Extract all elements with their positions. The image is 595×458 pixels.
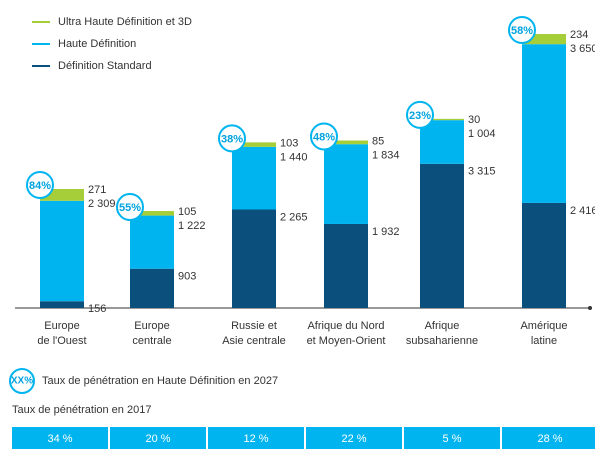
legend-key: XX% <box>11 376 33 387</box>
value-label: 2 265 <box>280 211 308 223</box>
bar-segment <box>232 142 276 147</box>
penetration-2017: 20 % <box>145 433 170 445</box>
penetration-2017: 28 % <box>537 433 562 445</box>
table-cell <box>208 427 304 449</box>
value-label: 1 222 <box>178 220 206 232</box>
penetration-2027: 84% <box>29 180 51 192</box>
x-tick-label: Afrique <box>425 320 460 332</box>
value-label: 1 440 <box>280 151 308 163</box>
value-label: 2 416 <box>570 205 595 217</box>
penetration-2027: 55% <box>119 202 141 214</box>
value-label: 3 315 <box>468 166 496 178</box>
table-cell <box>502 427 595 449</box>
table-title: Taux de pénétration en 2017 <box>12 404 151 416</box>
x-tick-label: latine <box>531 335 557 347</box>
penetration-2027: 58% <box>511 25 533 37</box>
value-label: 3 650 <box>570 43 595 55</box>
value-label: 2 309 <box>88 198 116 210</box>
table-cell <box>306 427 402 449</box>
penetration-circle <box>508 16 536 44</box>
x-tick-label: centrale <box>132 335 171 347</box>
value-label: 234 <box>570 29 588 41</box>
penetration-2017: 34 % <box>47 433 72 445</box>
x-tick-label: Amérique <box>520 320 567 332</box>
bar-segment <box>324 223 368 308</box>
x-tick-label: de l'Ouest <box>37 335 86 347</box>
bar-segment <box>130 268 174 308</box>
bar-segment <box>420 118 464 121</box>
legend-label: Taux de pénétration en Haute Définition … <box>42 375 278 387</box>
value-label: 105 <box>178 206 196 218</box>
penetration-2017: 5 % <box>443 433 462 445</box>
x-tick-label: Europe <box>134 320 169 332</box>
baseline-dot <box>588 306 592 310</box>
bar-segment <box>522 44 566 203</box>
x-tick-label: Asie centrale <box>222 335 286 347</box>
value-label: 103 <box>280 137 298 149</box>
penetration-circle <box>310 122 338 151</box>
value-label: 1 004 <box>468 128 496 140</box>
bar-segment <box>40 200 84 302</box>
penetration-2027: 23% <box>409 110 431 122</box>
table-cell <box>110 427 206 449</box>
x-tick-label: et Moyen-Orient <box>307 335 386 347</box>
legend-label: Définition Standard <box>58 60 152 72</box>
x-tick-label: Afrique du Nord <box>307 320 384 332</box>
legend-circle <box>9 368 35 394</box>
value-label: 271 <box>88 184 106 196</box>
value-label: 156 <box>88 303 106 315</box>
value-label: 85 <box>372 135 384 147</box>
value-label: 903 <box>178 271 196 283</box>
penetration-circle <box>218 124 246 153</box>
table-cell <box>12 427 108 449</box>
legend-label: Ultra Haute Définition et 3D <box>58 16 192 28</box>
penetration-2017: 22 % <box>341 433 366 445</box>
bar-segment <box>232 209 276 308</box>
penetration-2027: 48% <box>313 131 335 143</box>
bar-segment <box>522 202 566 308</box>
bar-segment <box>130 215 174 269</box>
x-tick-label: Europe <box>44 320 79 332</box>
bar-segment <box>420 120 464 164</box>
x-tick-label: Russie et <box>231 320 277 332</box>
bar-segment <box>40 189 84 201</box>
value-label: 1 932 <box>372 226 400 238</box>
bar-segment <box>522 34 566 45</box>
table-cell <box>404 427 500 449</box>
penetration-circle <box>406 100 434 129</box>
bar-segment <box>40 301 84 308</box>
penetration-2027: 38% <box>221 133 243 145</box>
bar-segment <box>130 211 174 216</box>
penetration-circle <box>26 171 54 200</box>
bar-segment <box>324 144 368 224</box>
legend-label: Haute Définition <box>58 38 136 50</box>
bar-segment <box>420 163 464 308</box>
bar-segment <box>324 140 368 145</box>
value-label: 1 834 <box>372 149 400 161</box>
value-label: 30 <box>468 114 480 126</box>
bar-segment <box>232 146 276 210</box>
penetration-circle <box>116 193 144 222</box>
x-tick-label: subsaharienne <box>406 335 478 347</box>
penetration-2017: 12 % <box>243 433 268 445</box>
